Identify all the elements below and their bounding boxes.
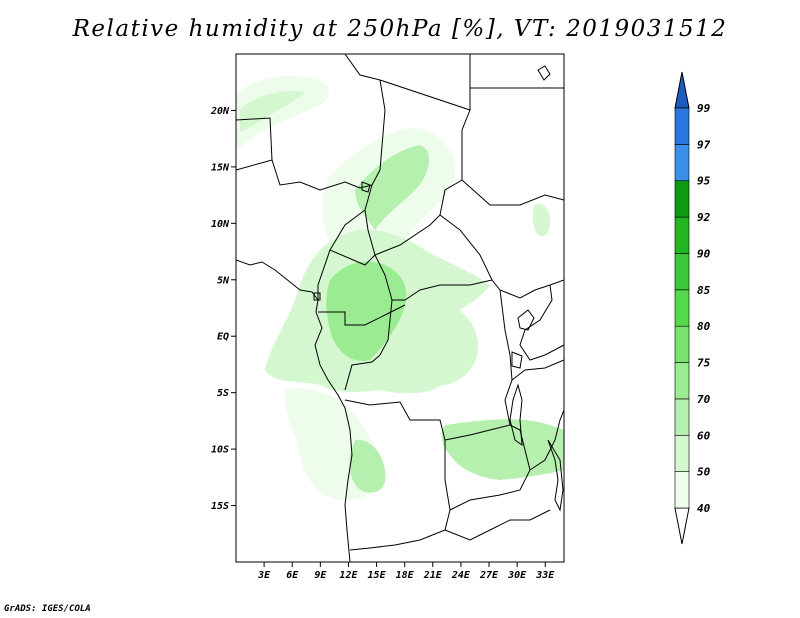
lon-tick-label: 33E <box>535 570 555 581</box>
border-line-6 <box>461 179 564 206</box>
lon-tick-label: 3E <box>257 570 271 581</box>
lake-east-3 <box>517 309 535 331</box>
humidity-shading <box>236 75 564 500</box>
lon-tick-label: 27E <box>479 570 499 581</box>
legend-level-label: 90 <box>697 247 711 260</box>
border-line-21 <box>529 409 564 471</box>
border-line-2 <box>271 159 373 191</box>
legend-above-triangle <box>674 71 690 109</box>
lat-tick-label: 10S <box>211 445 229 456</box>
lat-tick-label: 5N <box>217 275 230 286</box>
legend-level-label: 95 <box>697 175 711 188</box>
longitude-axis: 3E 6E 9E 12E 15E 18E 21E 24E 27E 30E 33E <box>257 562 555 581</box>
lon-tick-label: 6E <box>286 570 299 581</box>
legend-color-box <box>674 398 690 436</box>
legend-below-triangle <box>674 507 690 545</box>
lat-tick-label: 20N <box>210 106 230 117</box>
humidity-area-east-band <box>406 296 479 386</box>
border-line-1 <box>236 117 273 171</box>
legend-color-box <box>674 289 690 327</box>
legend-level-label: 40 <box>697 502 711 515</box>
lat-tick-label: 10N <box>211 219 230 230</box>
lon-tick-label: 30E <box>507 570 527 581</box>
legend-color-box <box>674 216 690 254</box>
humidity-area-north <box>236 75 329 150</box>
lat-tick-label: 15S <box>211 501 229 512</box>
lat-tick-label: EQ <box>217 332 229 343</box>
legend-level-label: 92 <box>697 211 711 224</box>
legend-level-label: 80 <box>697 320 711 333</box>
border-line-14 <box>344 399 451 551</box>
border-line-16 <box>499 289 513 426</box>
humidity-area-northeast-patch <box>532 203 551 237</box>
humidity-area-central-core <box>326 261 407 361</box>
lake-east-4 <box>511 351 523 369</box>
border-line-4 <box>379 54 471 111</box>
border-line-13 <box>344 299 393 391</box>
lon-tick-label: 15E <box>368 570 387 581</box>
lon-tick-label: 12E <box>339 570 358 581</box>
legend-color-box <box>674 144 690 182</box>
border-line-15 <box>444 424 521 441</box>
colorbar-legend: 40 50 60 70 75 80 85 90 92 95 97 99 <box>674 71 711 545</box>
country-borders <box>236 54 564 562</box>
legend-color-box <box>674 434 690 472</box>
lake-chad <box>361 181 371 193</box>
border-line-17 <box>511 359 564 381</box>
lon-tick-label: 21E <box>423 570 443 581</box>
border-line-18 <box>449 429 531 511</box>
legend-level-label: 60 <box>697 429 711 442</box>
lat-tick-label: 15N <box>211 162 230 173</box>
lon-tick-label: 9E <box>314 570 327 581</box>
legend-level-label: 97 <box>697 138 711 151</box>
latitude-axis: 20N 15N 10N 5N EQ 5S 10S 15S <box>210 106 236 512</box>
humidity-area-south-inner <box>349 439 386 493</box>
credit-text: GrADS: IGES/COLA <box>4 604 91 614</box>
legend-color-box <box>674 362 690 400</box>
humidity-area-sahel-inner <box>355 145 430 230</box>
lon-tick-label: 24E <box>451 570 471 581</box>
legend-level-label: 70 <box>697 393 711 406</box>
legend-color-box <box>674 107 690 145</box>
legend-color-box <box>674 325 690 363</box>
lat-tick-label: 5S <box>217 388 229 399</box>
humidity-area-north-inner <box>240 90 305 132</box>
legend-color-box <box>674 471 690 509</box>
border-line-20 <box>519 284 564 361</box>
island-bioko <box>313 292 321 301</box>
border-line-11 <box>329 209 366 251</box>
border-line-19 <box>444 509 551 541</box>
coastline-west <box>236 259 353 562</box>
legend-level-label: 99 <box>697 102 711 115</box>
border-line-5 <box>364 109 471 256</box>
legend-color-box <box>674 253 690 291</box>
lake-east-1 <box>509 383 523 447</box>
legend-level-label: 50 <box>697 466 711 479</box>
legend-level-label: 75 <box>697 357 711 370</box>
border-line-12 <box>318 304 406 326</box>
legend-color-box <box>674 180 690 218</box>
map-title: Relative humidity at 250hPa [%], VT: 201… <box>72 16 728 42</box>
border-line-10 <box>374 254 493 301</box>
map-frame <box>235 53 565 563</box>
island-north-east <box>537 65 551 81</box>
humidity-area-southeast <box>441 419 564 480</box>
lake-east-2 <box>547 439 564 512</box>
legend-level-label: 85 <box>697 284 711 297</box>
lon-tick-label: 18E <box>396 570 415 581</box>
